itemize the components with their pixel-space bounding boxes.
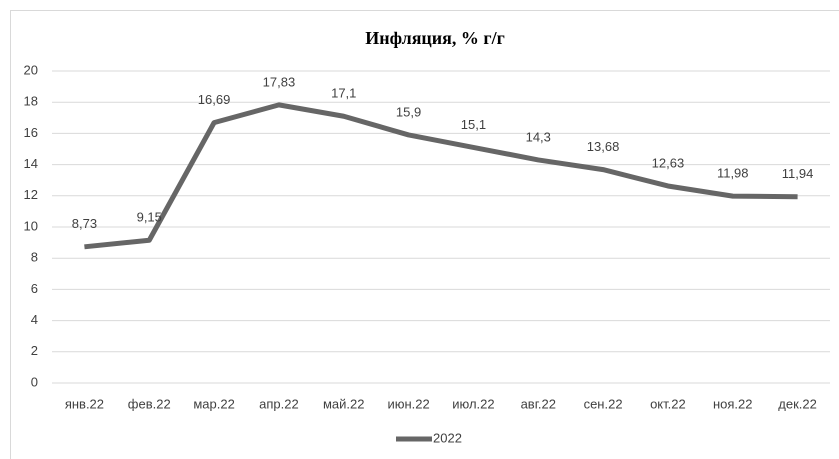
y-tick-label: 4 (31, 312, 38, 327)
line (84, 102, 798, 250)
y-tick-label: 12 (24, 187, 38, 202)
x-tick-label: апр.22 (259, 396, 299, 411)
y-tick-label: 16 (24, 125, 38, 140)
data-label: 17,1 (331, 86, 356, 101)
data-label: 17,83 (263, 74, 296, 89)
legend-label: 2022 (433, 430, 462, 445)
x-tick-label: авг.22 (521, 396, 556, 411)
y-tick-label: 18 (24, 94, 38, 109)
y-tick-label: 10 (24, 218, 38, 233)
y-tick-label: 0 (31, 374, 38, 389)
y-tick-label: 20 (24, 62, 38, 77)
x-tick-label: май.22 (323, 396, 365, 411)
data-label: 9,15 (137, 210, 162, 225)
x-tick-label: ноя.22 (713, 396, 753, 411)
chart-border (10, 10, 839, 459)
y-tick-label: 8 (31, 250, 38, 265)
x-tick-label: фев.22 (128, 396, 171, 411)
x-tick-label: янв.22 (65, 396, 104, 411)
data-label: 12,63 (652, 155, 685, 170)
data-label: 8,73 (72, 216, 97, 231)
x-tick-label: дек.22 (778, 396, 817, 411)
y-tick-label: 6 (31, 281, 38, 296)
data-label: 16,69 (198, 92, 231, 107)
x-tick-label: окт.22 (650, 396, 686, 411)
x-tick-label: июн.22 (387, 396, 429, 411)
x-tick-label: мар.22 (193, 396, 234, 411)
x-tick-label: сен.22 (584, 396, 623, 411)
data-label: 15,9 (396, 104, 421, 119)
y-tick-label: 2 (31, 343, 38, 358)
data-label: 11,94 (782, 166, 814, 181)
x-tick-label: июл.22 (452, 396, 494, 411)
data-label: 13,68 (587, 139, 620, 154)
data-label: 15,1 (461, 117, 486, 132)
y-tick-label: 14 (24, 156, 38, 171)
data-label: 11,98 (717, 166, 749, 181)
chart-title: Инфляция, % г/г (365, 28, 505, 48)
data-label: 14,3 (526, 129, 551, 144)
